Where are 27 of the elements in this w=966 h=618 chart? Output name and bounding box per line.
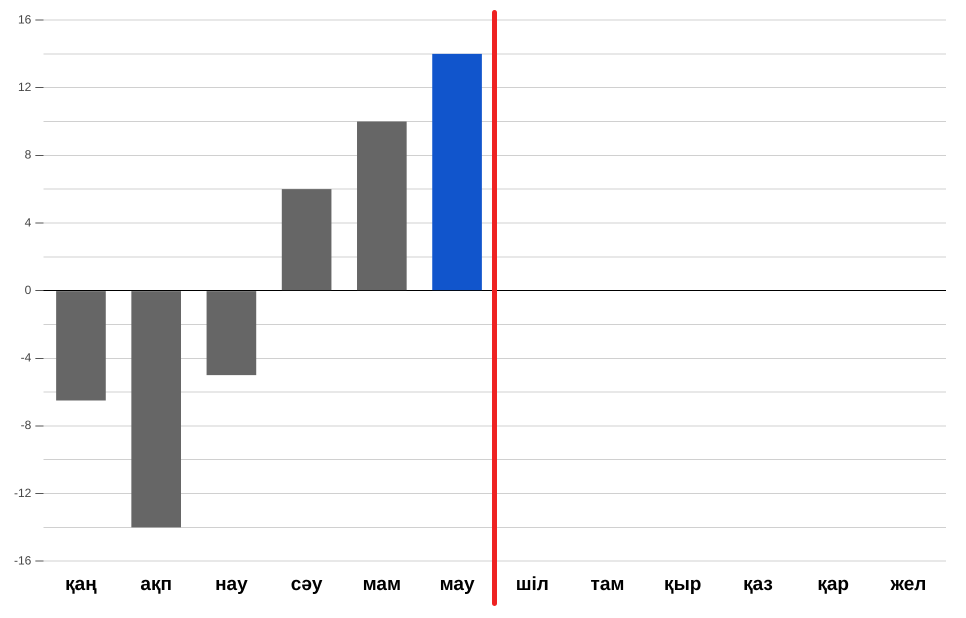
x-tick-label: қаз bbox=[743, 574, 773, 595]
x-tick-label: мау bbox=[440, 574, 475, 595]
bar bbox=[206, 291, 256, 376]
y-tick-label: 8 bbox=[24, 148, 32, 162]
x-tick-label: сәу bbox=[290, 574, 323, 595]
y-tick-label: -12 bbox=[14, 486, 32, 500]
y-tick-label: -16 bbox=[14, 554, 32, 568]
y-tick-label: -8 bbox=[20, 418, 32, 432]
y-tick-label: 0 bbox=[24, 282, 32, 297]
x-tick-label: жел bbox=[889, 574, 926, 595]
y-tick-label: 12 bbox=[18, 80, 32, 94]
bar bbox=[432, 54, 482, 290]
x-tick-label: нау bbox=[215, 574, 248, 595]
bar bbox=[282, 189, 332, 290]
x-tick-label: қаң bbox=[65, 574, 98, 595]
bar bbox=[131, 291, 181, 528]
y-tick-label: 16 bbox=[18, 12, 32, 26]
x-tick-label: там bbox=[590, 574, 624, 595]
y-tick-label: -4 bbox=[20, 350, 32, 365]
x-tick-label: қар bbox=[817, 574, 850, 595]
bar bbox=[357, 121, 407, 290]
x-tick-label: қыр bbox=[664, 574, 702, 595]
bar bbox=[56, 291, 106, 401]
y-tick-label: 4 bbox=[24, 215, 32, 230]
x-tick-label: шіл bbox=[516, 574, 549, 595]
x-tick-label: ақп bbox=[140, 574, 172, 595]
x-tick-label: мам bbox=[362, 574, 402, 595]
